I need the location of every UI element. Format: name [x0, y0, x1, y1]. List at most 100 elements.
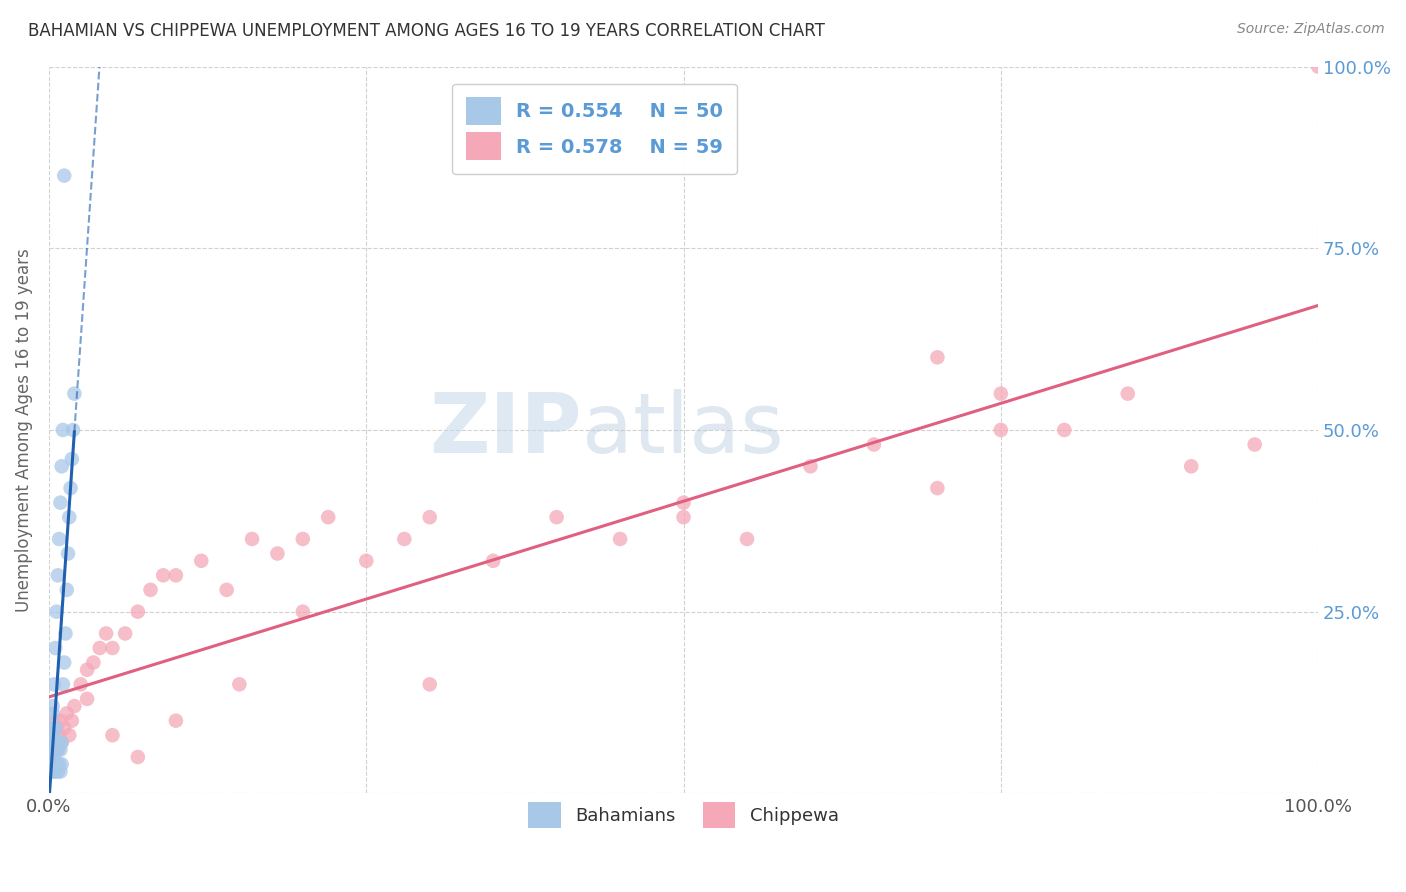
Point: [41, 728, 63, 742]
Text: BAHAMIAN VS CHIPPEWA UNEMPLOYMENT AMONG AGES 16 TO 19 YEARS CORRELATION CHART: BAHAMIAN VS CHIPPEWA UNEMPLOYMENT AMONG …: [28, 22, 825, 40]
Point: [42, 728, 65, 742]
Point: [63, 386, 86, 401]
Point: [76, 691, 98, 706]
Point: [127, 750, 149, 764]
Point: [291, 605, 314, 619]
Point: [49, 496, 72, 510]
Point: [52, 677, 75, 691]
Y-axis label: Unemployment Among Ages 16 to 19 years: Unemployment Among Ages 16 to 19 years: [15, 248, 32, 612]
Point: [291, 532, 314, 546]
Point: [1116, 386, 1139, 401]
Point: [356, 554, 378, 568]
Point: [46, 743, 69, 757]
Point: [53, 169, 76, 183]
Text: Source: ZipAtlas.com: Source: ZipAtlas.com: [1237, 22, 1385, 37]
Point: [94, 626, 117, 640]
Point: [127, 605, 149, 619]
Point: [42, 721, 65, 735]
Point: [190, 554, 212, 568]
Point: [55, 626, 77, 640]
Point: [44, 735, 66, 749]
Point: [44, 743, 66, 757]
Point: [46, 743, 69, 757]
Point: [53, 721, 76, 735]
Point: [52, 423, 75, 437]
Point: [215, 582, 238, 597]
Point: [42, 757, 65, 772]
Point: [41, 721, 63, 735]
Point: [165, 714, 187, 728]
Point: [42, 750, 65, 764]
Point: [51, 735, 73, 749]
Point: [42, 677, 65, 691]
Point: [45, 735, 67, 749]
Point: [44, 640, 66, 655]
Point: [419, 677, 441, 691]
Point: [316, 510, 339, 524]
Point: [42, 699, 65, 714]
Point: [48, 728, 70, 742]
Point: [42, 743, 65, 757]
Point: [139, 582, 162, 597]
Point: [44, 764, 66, 779]
Point: [48, 757, 70, 772]
Point: [69, 677, 91, 691]
Point: [863, 437, 886, 451]
Point: [1243, 437, 1265, 451]
Point: [44, 721, 66, 735]
Point: [42, 764, 65, 779]
Point: [101, 728, 124, 742]
Point: [49, 764, 72, 779]
Point: [152, 568, 174, 582]
Point: [42, 714, 65, 728]
Point: [735, 532, 758, 546]
Point: [927, 481, 949, 495]
Text: atlas: atlas: [582, 390, 783, 470]
Point: [51, 459, 73, 474]
Point: [394, 532, 416, 546]
Point: [39, 750, 62, 764]
Point: [42, 706, 65, 721]
Point: [240, 532, 263, 546]
Point: [1053, 423, 1076, 437]
Text: ZIP: ZIP: [429, 390, 582, 470]
Point: [45, 605, 67, 619]
Point: [990, 423, 1012, 437]
Point: [672, 510, 695, 524]
Point: [46, 764, 69, 779]
Point: [48, 532, 70, 546]
Point: [672, 496, 695, 510]
Point: [266, 547, 288, 561]
Point: [41, 764, 63, 779]
Point: [45, 757, 67, 772]
Point: [41, 743, 63, 757]
Point: [228, 677, 250, 691]
Point: [63, 699, 86, 714]
Point: [39, 735, 62, 749]
Point: [89, 640, 111, 655]
Point: [546, 510, 568, 524]
Point: [609, 532, 631, 546]
Point: [114, 626, 136, 640]
Point: [48, 735, 70, 749]
Point: [59, 481, 82, 495]
Point: [45, 721, 67, 735]
Point: [55, 706, 77, 721]
Point: [39, 750, 62, 764]
Point: [51, 757, 73, 772]
Point: [55, 582, 77, 597]
Point: [1308, 60, 1330, 74]
Point: [419, 510, 441, 524]
Point: [58, 728, 80, 742]
Point: [62, 423, 84, 437]
Point: [799, 459, 821, 474]
Point: [46, 568, 69, 582]
Point: [49, 743, 72, 757]
Point: [76, 663, 98, 677]
Point: [60, 714, 83, 728]
Point: [41, 735, 63, 749]
Point: [482, 554, 505, 568]
Point: [41, 757, 63, 772]
Point: [51, 735, 73, 749]
Point: [53, 656, 76, 670]
